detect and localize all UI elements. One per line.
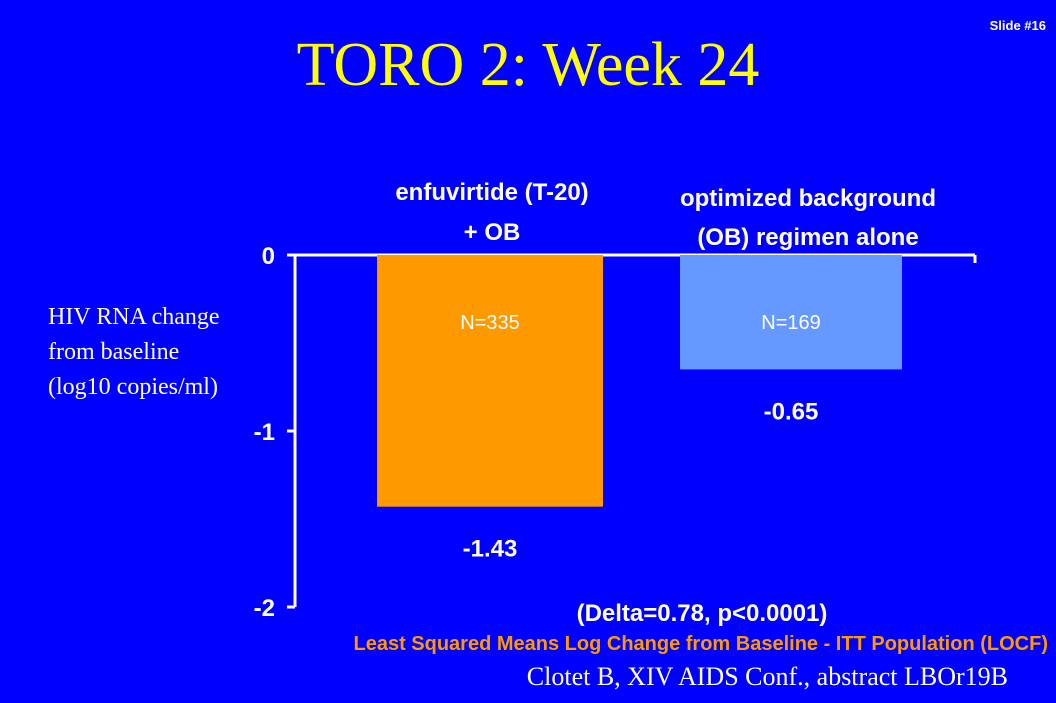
y-axis-label-line: HIV RNA change <box>48 304 220 330</box>
slide-title: TORO 2: Week 24 <box>296 31 760 99</box>
bar <box>680 255 902 370</box>
category-label: optimized background <box>680 185 936 212</box>
slide-number: Slide #16 <box>989 18 1046 33</box>
y-axis-label: HIV RNA change from baseline (log10 copi… <box>48 300 220 405</box>
y-tick-label: 0 <box>262 243 275 270</box>
bar <box>377 255 603 507</box>
data-label: -0.65 <box>764 398 819 425</box>
bar-n-label: N=335 <box>460 312 520 334</box>
y-tick-label: -1 <box>254 419 275 446</box>
citation: Clotet B, XIV AIDS Conf., abstract LBOr1… <box>526 662 1008 691</box>
category-label: enfuvirtide (T-20) <box>395 179 588 206</box>
y-axis-label-line: (log10 copies/ml) <box>48 374 218 400</box>
method-note: Least Squared Means Log Change from Base… <box>353 633 1048 655</box>
bar-n-label: N=169 <box>761 312 821 334</box>
y-tick-label: -2 <box>254 595 275 622</box>
y-axis-label-line: from baseline <box>48 339 180 365</box>
data-label: -1.43 <box>463 536 518 563</box>
category-label: + OB <box>464 219 521 246</box>
delta-annotation: (Delta=0.78, p<0.0001) <box>577 600 828 627</box>
category-label: (OB) regimen alone <box>697 224 918 251</box>
